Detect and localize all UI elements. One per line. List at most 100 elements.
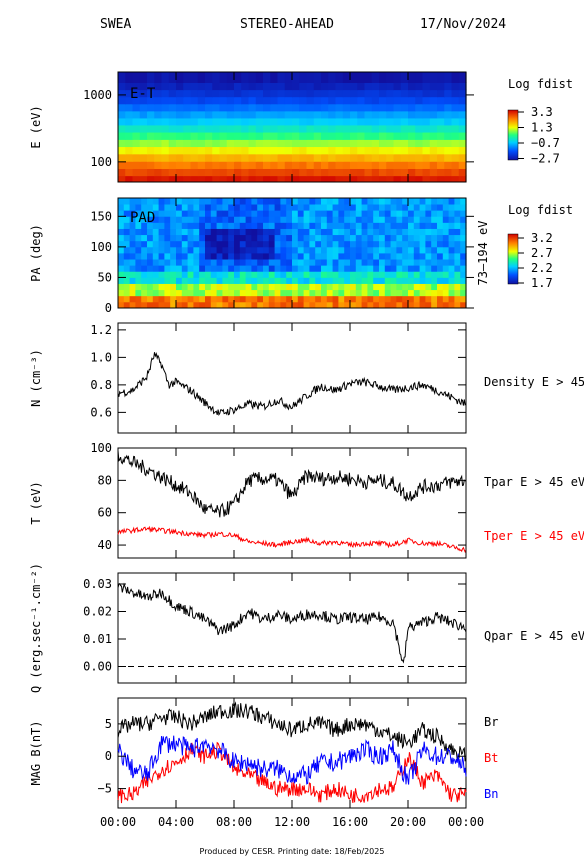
et-cell — [328, 132, 337, 140]
pad-cell — [321, 240, 328, 248]
et-cell — [306, 118, 315, 126]
pad-cell — [297, 295, 305, 303]
pad-cell — [234, 289, 241, 297]
pad-cell — [384, 210, 392, 217]
pad-cell — [408, 277, 415, 284]
pad-cell — [176, 289, 183, 297]
pad-cell — [129, 253, 136, 260]
pad-cell — [147, 289, 154, 297]
et-cell — [139, 146, 148, 155]
pad-cell — [164, 234, 171, 242]
pad-cell — [338, 216, 345, 223]
pad-ytick-label: 100 — [90, 240, 112, 254]
et-cell — [212, 175, 221, 183]
heatflux-yticks: 0.000.010.020.03 — [83, 577, 466, 674]
pad-cell — [158, 216, 165, 223]
pad-cell — [164, 240, 171, 248]
pad-cell — [326, 283, 334, 291]
pad-cell — [176, 277, 183, 284]
pad-cell — [425, 204, 432, 211]
pad-cell — [239, 265, 247, 272]
et-cell — [451, 96, 460, 105]
pad-cell — [123, 210, 131, 217]
pad-cell — [176, 265, 183, 272]
pad-cell — [216, 271, 223, 278]
et-cell — [313, 96, 322, 105]
pad-cell — [309, 210, 316, 217]
pad-cell — [384, 216, 392, 223]
pad-cell — [210, 277, 218, 284]
et-cell — [357, 168, 366, 177]
et-cell — [205, 175, 213, 183]
pad-cell — [123, 259, 131, 266]
et-cell — [393, 146, 402, 155]
pad-cell — [216, 234, 223, 242]
pad-cell — [245, 265, 252, 272]
et-cell — [248, 82, 257, 91]
et-cell — [197, 132, 206, 140]
pad-cell — [425, 222, 432, 229]
et-cell — [168, 161, 177, 169]
pad-cell — [431, 271, 438, 278]
pad-cell — [170, 301, 177, 309]
pad-cell — [286, 259, 293, 266]
pad-cell — [199, 198, 206, 205]
et-cell — [168, 72, 177, 83]
pad-cell — [332, 234, 339, 242]
pad-cell — [158, 301, 165, 309]
et-cell — [132, 125, 141, 133]
et-cell — [422, 72, 431, 83]
heatflux-lines — [117, 582, 467, 667]
pad-cell — [344, 210, 351, 217]
pad-cell — [379, 210, 386, 217]
et-cell — [176, 103, 184, 112]
pad-cell — [402, 259, 409, 266]
pad-cell — [147, 283, 154, 291]
pad-cell — [135, 283, 142, 291]
pad-cell — [448, 234, 455, 242]
et-cell — [132, 146, 141, 155]
et-cell — [350, 82, 358, 91]
pad-cell — [373, 253, 380, 260]
pad-cell — [205, 259, 212, 266]
pad-cell — [448, 283, 455, 291]
et-cell — [379, 89, 387, 98]
pad-cell — [274, 216, 281, 223]
et-cell — [335, 125, 344, 133]
pad-cell — [181, 283, 189, 291]
pad-cell — [257, 204, 264, 211]
pad-cell — [454, 271, 461, 278]
et-cell — [437, 89, 445, 98]
et-cell — [386, 82, 395, 91]
et-cell — [197, 103, 206, 112]
pad-cell — [355, 222, 363, 229]
et-cell — [168, 146, 177, 155]
et-cell — [451, 153, 460, 162]
pad-cell — [448, 259, 455, 266]
pad-cell — [187, 259, 194, 266]
pad-cell — [408, 259, 415, 266]
pad-cell — [181, 216, 189, 223]
tpar-legend: Tpar E > 45 eV — [484, 475, 584, 489]
et-cell — [190, 96, 199, 105]
et-cell — [321, 103, 329, 112]
pad-cell — [170, 246, 177, 254]
pad-heatmap — [118, 198, 467, 309]
pad-cell — [205, 246, 212, 254]
et-cell — [234, 96, 242, 105]
pad-cell — [123, 234, 131, 242]
et-cell — [350, 72, 358, 83]
pad-cell — [419, 246, 426, 254]
pad-cell — [245, 283, 252, 291]
time-tick-label: 16:00 — [332, 815, 368, 829]
pad-cell — [419, 198, 426, 205]
pad-cell — [355, 265, 363, 272]
pad-cell — [384, 204, 392, 211]
pad-cell — [118, 253, 125, 260]
et-cell — [147, 103, 155, 112]
pad-cell — [326, 277, 334, 284]
et-cell — [451, 139, 460, 148]
pad-cell — [239, 283, 247, 291]
et-cell — [284, 72, 293, 83]
pad-cell — [222, 246, 229, 254]
